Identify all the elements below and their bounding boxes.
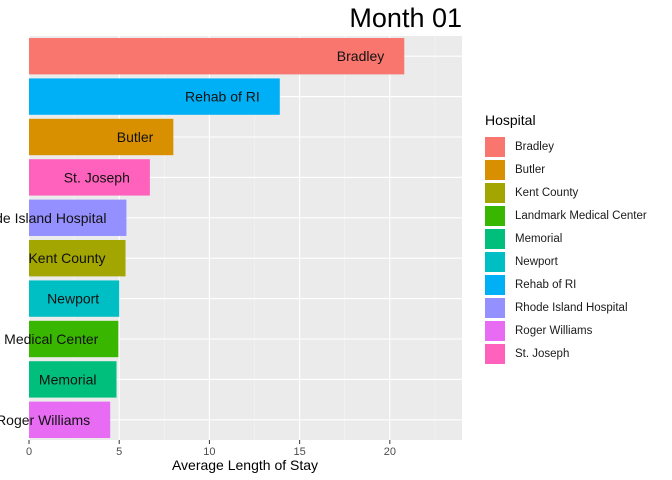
legend: Hospital Bradley Butler Kent County Landmar… [485, 112, 647, 365]
bar [29, 199, 127, 236]
x-axis: 0 5 10 15 20 [26, 440, 396, 458]
legend-item: St. Joseph [485, 342, 647, 365]
legend-label: Rhode Island Hospital [515, 301, 628, 314]
legend-items: Bradley Butler Kent County Landmark Medical… [485, 135, 647, 365]
bar [29, 240, 126, 277]
bar [29, 401, 111, 438]
legend-item: Bradley [485, 135, 647, 158]
legend-item: Memorial [485, 227, 647, 250]
bar-label: Newport [47, 291, 99, 307]
legend-swatch [485, 297, 505, 318]
legend-swatch [485, 320, 505, 341]
chart-title: Month 01 [349, 3, 462, 33]
legend-item: Rehab of RI [485, 273, 647, 296]
x-tick-label: 5 [116, 446, 122, 458]
x-tick-label: 15 [294, 446, 306, 458]
bar-label: St. Joseph [64, 169, 130, 185]
legend-item: Landmark Medical Center [485, 204, 647, 227]
legend-item: Kent County [485, 181, 647, 204]
legend-swatch [485, 136, 505, 157]
legend-item: Rhode Island Hospital [485, 296, 647, 319]
legend-label: Landmark Medical Center [515, 209, 647, 222]
legend-swatch [485, 228, 505, 249]
bar [29, 78, 280, 115]
legend-label: Memorial [515, 232, 563, 245]
legend-label: Roger Williams [515, 324, 593, 337]
x-tick-label: 0 [26, 446, 32, 458]
legend-swatch [485, 251, 505, 272]
bar [29, 280, 120, 317]
x-axis-label: Average Length of Stay [172, 457, 318, 473]
bar [29, 159, 150, 196]
legend-item: Roger Williams [485, 319, 647, 342]
legend-label: Kent County [515, 186, 579, 199]
legend-swatch [485, 159, 505, 180]
legend-swatch [485, 182, 505, 203]
bar-label: Rehab of RI [185, 89, 260, 105]
legend-title: Hospital [485, 112, 536, 128]
x-tick-label: 10 [203, 446, 215, 458]
legend-item: Newport [485, 250, 647, 273]
bar [29, 361, 117, 398]
bar [29, 38, 405, 75]
bar-label: Butler [117, 129, 154, 145]
x-tick-label: 20 [384, 446, 396, 458]
legend-label: Rehab of RI [515, 278, 577, 291]
bar [29, 320, 119, 358]
bars [29, 38, 405, 438]
legend-label: Bradley [515, 140, 554, 153]
legend-swatch [485, 205, 505, 226]
bar-labels: Bradley Rehab of RI Butler St. Joseph Rhode … [0, 48, 384, 428]
bar-label: Landmark Medical Center [0, 331, 99, 347]
legend-swatch [485, 343, 505, 364]
bar-label: Bradley [337, 48, 384, 64]
legend-label: Newport [515, 255, 558, 268]
legend-label: St. Joseph [515, 347, 570, 360]
legend-label: Butler [515, 163, 546, 176]
bar-label: Kent County [28, 250, 105, 266]
legend-swatch [485, 274, 505, 295]
bar-label: Roger Williams [0, 412, 90, 428]
bar [29, 118, 174, 156]
bar-label: Memorial [39, 371, 97, 387]
bar-label: Rhode Island Hospital [0, 210, 106, 226]
legend-item: Butler [485, 158, 647, 181]
